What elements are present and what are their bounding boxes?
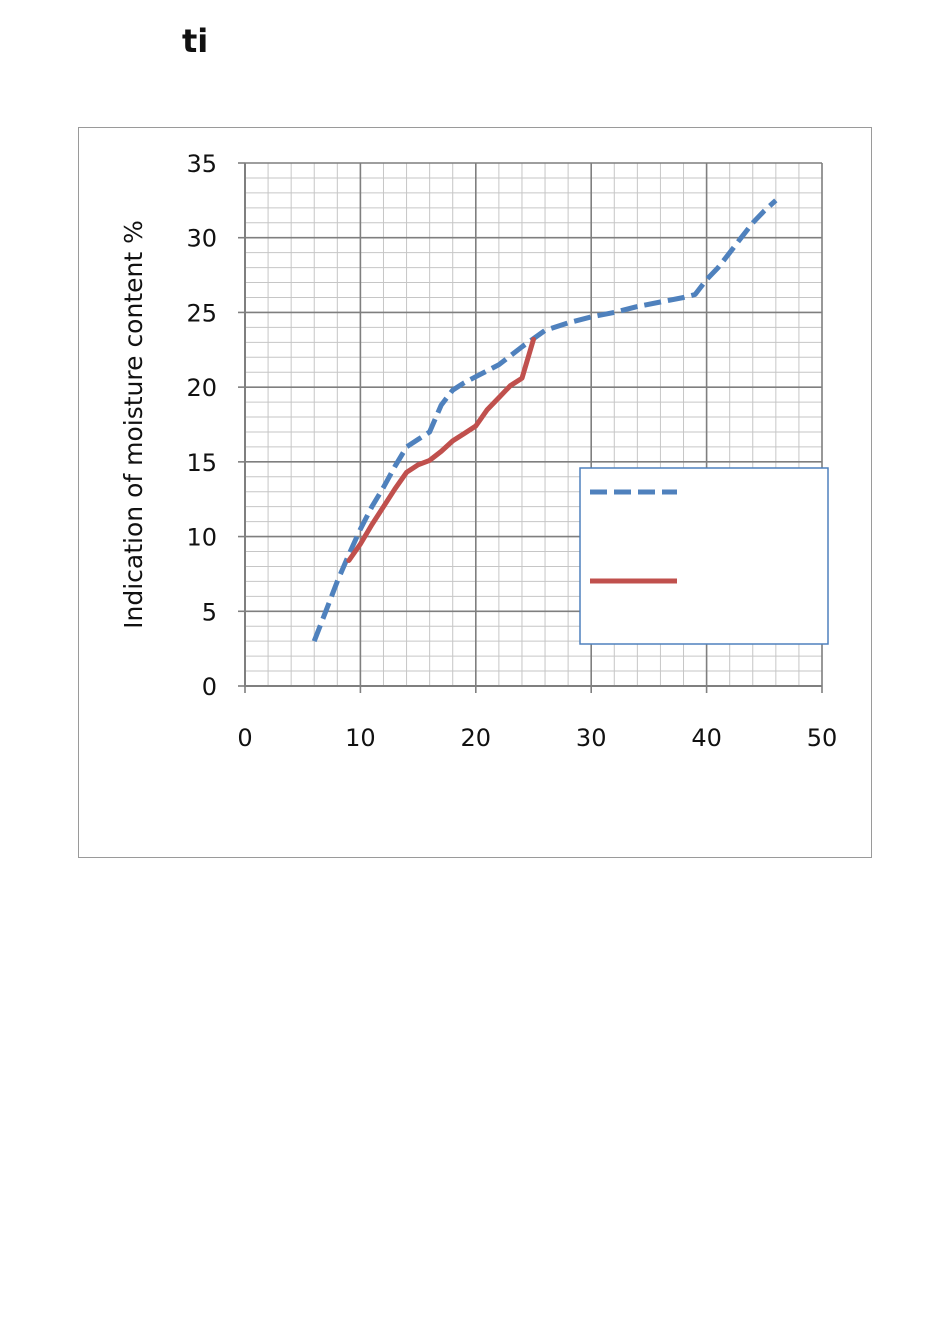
x-tick-label: 30 <box>576 724 607 752</box>
y-tick-label: 15 <box>186 449 217 477</box>
legend-box <box>579 467 829 645</box>
y-tick-label: 5 <box>202 598 217 626</box>
x-tick-label: 20 <box>461 724 492 752</box>
tick-labels: 0 10 20 30 40 50 0 5 10 15 20 25 30 35 <box>186 150 837 752</box>
y-tick-label: 10 <box>186 524 217 552</box>
y-tick-label: 25 <box>186 299 217 327</box>
x-tick-label: 50 <box>807 724 838 752</box>
y-tick-label: 20 <box>186 374 217 402</box>
y-tick-label: 35 <box>186 150 217 178</box>
minor-gridlines <box>245 163 822 686</box>
x-tick-label: 0 <box>237 724 252 752</box>
y-tick-label: 30 <box>186 225 217 253</box>
legend <box>579 467 829 645</box>
series-lines <box>311 198 778 643</box>
x-tick-label: 40 <box>691 724 722 752</box>
x-tick-label: 10 <box>345 724 376 752</box>
y-axis-title: Indication of moisture content % <box>119 220 148 629</box>
series-line-dashed-blue <box>311 198 778 643</box>
page-top-text: ti <box>182 22 209 60</box>
axes <box>238 162 823 693</box>
series-line-solid-red <box>346 336 536 563</box>
y-tick-label: 0 <box>202 673 217 701</box>
